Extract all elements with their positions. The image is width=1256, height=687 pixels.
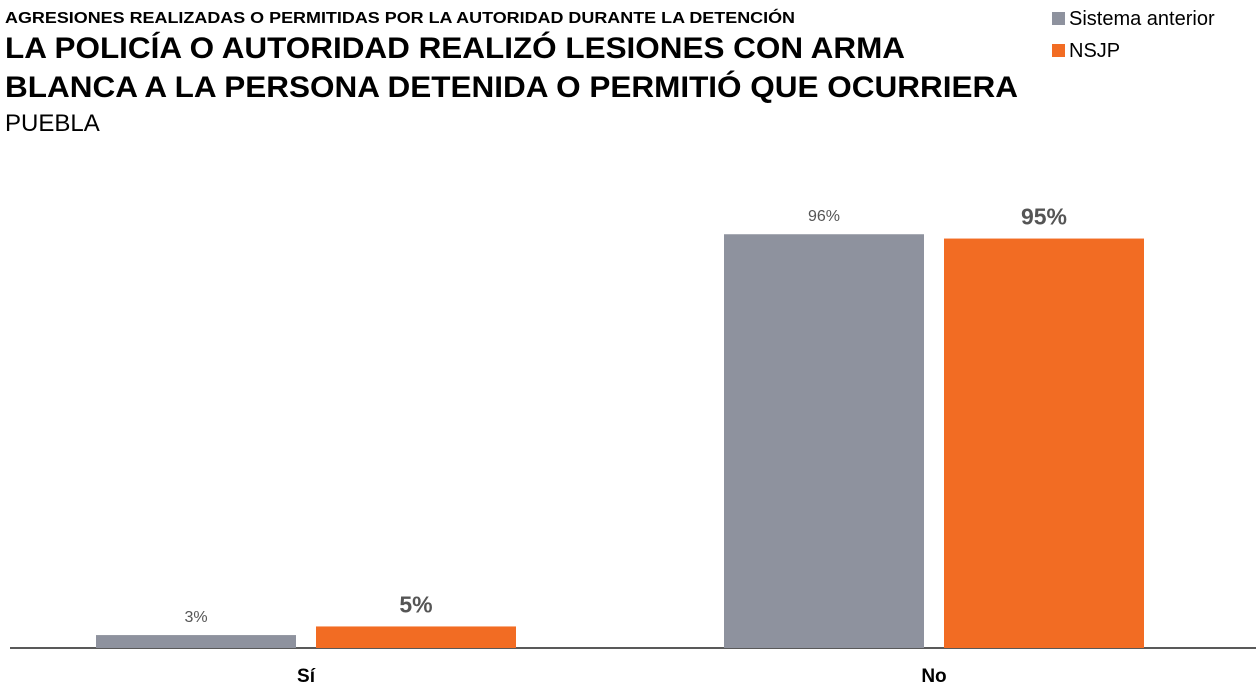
x-tick-label: Sí bbox=[297, 666, 316, 687]
subtitle: PUEBLA bbox=[5, 110, 100, 137]
legend-swatch bbox=[1052, 12, 1065, 25]
value-label: 3% bbox=[184, 609, 207, 626]
bar bbox=[944, 238, 1144, 649]
x-tick-label: No bbox=[921, 666, 946, 687]
value-label: 95% bbox=[1021, 204, 1067, 230]
legend-swatch bbox=[1052, 44, 1065, 57]
value-label: 5% bbox=[399, 591, 432, 617]
legend-label: Sistema anterior bbox=[1069, 8, 1215, 30]
legend-label: NSJP bbox=[1069, 40, 1120, 62]
bar bbox=[316, 626, 516, 648]
bar bbox=[724, 234, 924, 649]
title-line: LA POLICÍA O AUTORIDAD REALIZÓ LESIONES … bbox=[5, 31, 905, 65]
bar bbox=[96, 635, 296, 648]
supertitle: AGRESIONES REALIZADAS O PERMITIDAS POR L… bbox=[5, 8, 795, 27]
value-label: 96% bbox=[808, 208, 840, 225]
title-line: BLANCA A LA PERSONA DETENIDA O PERMITIÓ … bbox=[5, 70, 1018, 104]
